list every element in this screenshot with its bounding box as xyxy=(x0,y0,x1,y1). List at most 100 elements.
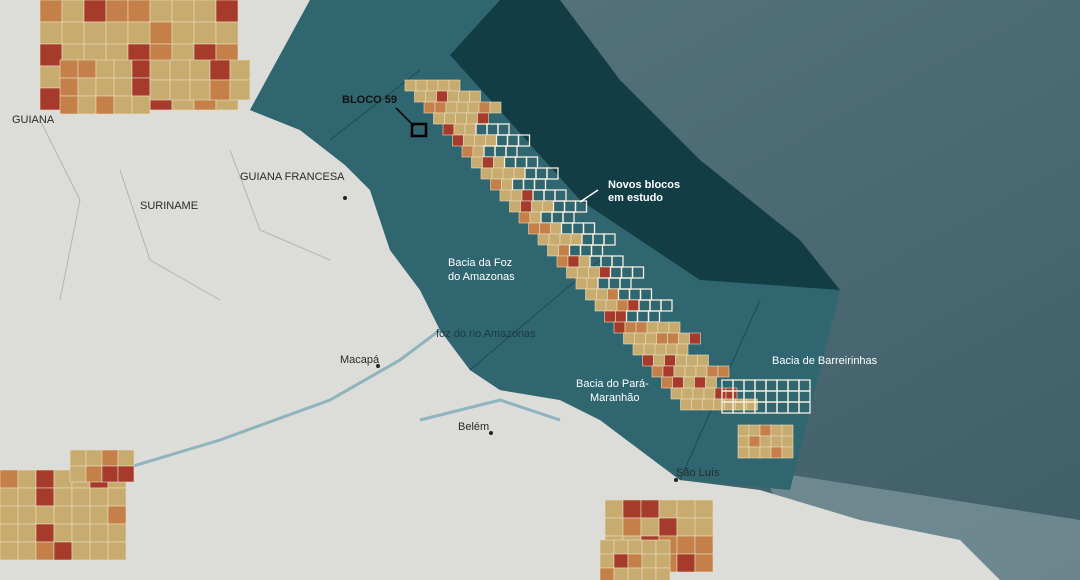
basin-label: Bacia do Pará- xyxy=(576,378,649,390)
block xyxy=(653,354,665,367)
blocks xyxy=(0,0,811,580)
block xyxy=(456,101,469,114)
block xyxy=(69,449,87,467)
block xyxy=(586,277,599,290)
block xyxy=(39,21,63,45)
block xyxy=(676,517,696,537)
block xyxy=(737,435,750,448)
block xyxy=(676,553,696,573)
block xyxy=(603,233,616,246)
block xyxy=(39,0,63,23)
block xyxy=(748,424,761,437)
basin-label: Maranhão xyxy=(590,392,640,404)
block xyxy=(35,505,55,525)
block xyxy=(686,354,698,367)
block xyxy=(518,211,531,224)
block xyxy=(529,211,542,224)
block xyxy=(702,398,714,411)
block xyxy=(550,222,562,235)
city-label: Macapá xyxy=(340,354,380,366)
block xyxy=(585,288,597,301)
block xyxy=(89,505,109,525)
block xyxy=(570,233,583,246)
block xyxy=(680,398,692,411)
country-label: GUIANA FRANCESA xyxy=(240,171,345,183)
block xyxy=(482,156,494,169)
block xyxy=(695,365,708,378)
block xyxy=(17,487,37,507)
block xyxy=(499,189,512,202)
block xyxy=(447,90,459,103)
block xyxy=(660,299,673,312)
block xyxy=(229,59,251,81)
block xyxy=(472,145,485,158)
block xyxy=(434,101,447,114)
block xyxy=(662,365,675,378)
block xyxy=(627,299,640,312)
block xyxy=(725,387,738,400)
block xyxy=(452,134,464,147)
block xyxy=(651,365,664,378)
city-label: São Luís xyxy=(676,467,720,479)
block xyxy=(17,469,37,489)
block xyxy=(502,167,515,180)
block xyxy=(694,553,714,573)
block xyxy=(676,343,689,356)
block xyxy=(493,156,505,169)
block xyxy=(694,535,714,555)
block xyxy=(542,200,554,213)
block xyxy=(433,112,445,125)
block xyxy=(404,79,417,92)
block xyxy=(513,167,526,180)
block xyxy=(675,354,687,367)
block xyxy=(705,376,717,389)
block xyxy=(85,449,103,467)
block xyxy=(35,541,55,561)
block xyxy=(131,95,151,115)
block xyxy=(71,523,91,543)
block xyxy=(107,541,127,561)
block xyxy=(215,0,239,23)
block xyxy=(556,255,569,268)
block xyxy=(613,539,629,555)
block xyxy=(229,79,251,101)
block xyxy=(520,200,532,213)
city-dot xyxy=(343,196,347,200)
block xyxy=(35,469,55,489)
block xyxy=(510,189,523,202)
block xyxy=(83,21,107,45)
block xyxy=(670,387,683,400)
annotation: em estudo xyxy=(608,192,663,204)
block xyxy=(107,487,127,507)
block xyxy=(694,376,706,389)
block xyxy=(706,365,719,378)
block xyxy=(781,424,794,437)
block xyxy=(548,233,561,246)
block xyxy=(713,398,725,411)
block xyxy=(689,332,701,345)
block xyxy=(607,288,619,301)
block xyxy=(575,277,588,290)
block xyxy=(654,343,667,356)
block xyxy=(672,376,684,389)
block xyxy=(127,21,151,45)
block xyxy=(588,266,600,279)
block xyxy=(559,233,572,246)
block xyxy=(798,401,811,414)
block xyxy=(547,244,559,257)
block xyxy=(0,541,19,561)
place-label: foz do rio Amazonas xyxy=(436,328,536,340)
block xyxy=(737,424,750,437)
block xyxy=(149,21,173,45)
block xyxy=(539,222,551,235)
city-label: Belém xyxy=(458,421,489,433)
block xyxy=(599,266,611,279)
block xyxy=(455,112,467,125)
block xyxy=(748,435,761,448)
block xyxy=(467,101,480,114)
block xyxy=(509,200,521,213)
block xyxy=(436,90,448,103)
block xyxy=(17,505,37,525)
block xyxy=(95,95,115,115)
country-label: SURINAME xyxy=(140,200,198,212)
